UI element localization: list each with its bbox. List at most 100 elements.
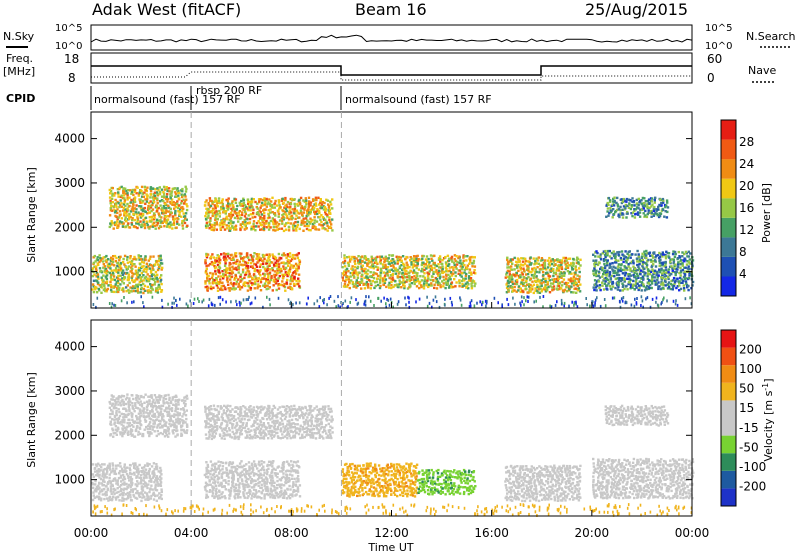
echo-cell [633, 271, 636, 275]
echo-cell [688, 258, 691, 261]
echo-cell [215, 204, 219, 207]
echo-cell [117, 281, 120, 285]
echo-cell [687, 276, 691, 280]
echo-cell [285, 209, 288, 213]
echo-cell [364, 270, 368, 274]
echo-cell [239, 227, 242, 230]
echo-cell [456, 260, 459, 264]
echo-cell [280, 227, 284, 230]
echo-cell [463, 268, 466, 271]
echo-cell [467, 275, 471, 278]
ground-scatter-cell [526, 295, 529, 299]
echo-cell [371, 259, 375, 262]
echo-cell [444, 277, 448, 280]
echo-cell [556, 260, 559, 263]
echo-cell [256, 211, 260, 214]
echo-cell [204, 217, 208, 221]
echo-cell [211, 274, 214, 277]
echo-cell [126, 421, 129, 425]
echo-cell [132, 202, 135, 205]
echo-cell [104, 259, 107, 262]
echo-cell [345, 267, 349, 271]
echo-cell [146, 285, 149, 289]
echo-cell [224, 217, 228, 220]
echo-cell [119, 431, 122, 434]
echo-cell [641, 252, 644, 255]
echo-cell [320, 224, 323, 227]
echo-cell [447, 264, 450, 267]
ground-scatter-cell [432, 298, 435, 302]
ground-scatter-cell [485, 301, 488, 305]
echo-cell [116, 421, 119, 424]
echo-cell [254, 263, 258, 266]
echo-cell [388, 261, 391, 264]
echo-cell [161, 404, 165, 408]
echo-cell [313, 206, 316, 210]
echo-cell [657, 257, 661, 260]
echo-cell [433, 266, 436, 270]
echo-cell [667, 285, 671, 288]
echo-cell [513, 268, 516, 271]
echo-cell [608, 273, 612, 276]
echo-cell [331, 207, 334, 210]
echo-cell [400, 286, 403, 289]
echo-cell [575, 291, 578, 294]
echo-cell [625, 267, 628, 270]
echo-cell [113, 421, 116, 424]
echo-cell [658, 203, 661, 207]
echo-cell [552, 269, 555, 272]
echo-cell [568, 272, 571, 275]
echo-cell [149, 200, 152, 203]
echo-cell [220, 208, 223, 211]
echo-cell [209, 255, 213, 258]
echo-cell [216, 427, 219, 430]
ground-scatter-cell [481, 301, 484, 305]
echo-cell [530, 271, 533, 274]
echo-cell [296, 223, 300, 227]
ground-scatter-cell [355, 298, 357, 302]
echo-cell [674, 252, 677, 256]
ground-scatter-cell [363, 302, 365, 306]
echo-cell [184, 190, 188, 193]
echo-cell [180, 202, 183, 205]
echo-cell [648, 206, 651, 209]
echo-cell [227, 287, 230, 290]
echo-cell [318, 215, 321, 219]
echo-cell [285, 282, 289, 286]
echo-cell [107, 266, 110, 269]
echo-cell [296, 220, 300, 224]
echo-cell [669, 260, 672, 264]
echo-cell [150, 220, 153, 223]
echo-cell [229, 227, 232, 230]
echo-cell [362, 269, 366, 273]
echo-cell [539, 287, 542, 290]
echo-cell [282, 252, 286, 255]
echo-cell [156, 199, 159, 202]
echo-cell [643, 271, 646, 274]
ground-scatter-cell [277, 296, 280, 300]
echo-cell [268, 203, 272, 206]
echo-cell [105, 290, 108, 293]
echo-cell [458, 282, 461, 285]
echo-cell [209, 257, 212, 260]
echo-cell [127, 288, 130, 292]
echo-cell [533, 272, 537, 275]
echo-cell [631, 200, 634, 203]
echo-cell [136, 273, 139, 276]
echo-cell [169, 193, 172, 196]
echo-cell [156, 218, 159, 221]
echo-cell [317, 228, 321, 231]
ground-scatter-cell [389, 297, 392, 301]
echo-cell [263, 197, 266, 200]
echo-cell [471, 281, 474, 284]
echo-cell [169, 417, 172, 420]
echo-cell [639, 273, 642, 276]
echo-cell [166, 215, 169, 218]
echo-cell [139, 277, 142, 280]
echo-cell [628, 277, 631, 280]
echo-cell [343, 254, 346, 257]
echo-cell [105, 260, 108, 264]
ytick-label: 1000 [54, 265, 85, 279]
echo-cell [577, 261, 580, 264]
echo-cell [219, 227, 222, 230]
